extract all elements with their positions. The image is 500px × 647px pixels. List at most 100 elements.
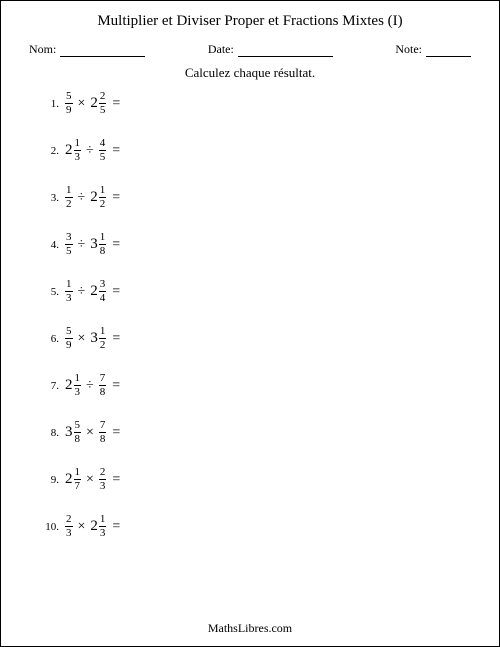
denominator: 7 [74, 481, 82, 492]
problem-number: 4. [37, 239, 65, 251]
fraction: 12 [99, 185, 107, 210]
problems-list: 1.59×225=2.213÷45=3.12÷212=4.35÷318=5.13… [29, 91, 471, 539]
denominator: 8 [99, 434, 107, 445]
denominator: 3 [65, 528, 73, 539]
problem-number: 5. [37, 286, 65, 298]
whole-part: 3 [90, 331, 98, 346]
operand-b: 78 [99, 373, 107, 398]
numerator: 2 [99, 91, 107, 102]
numerator: 3 [65, 232, 73, 243]
fraction: 13 [99, 514, 107, 539]
problem-row: 5.13÷234= [37, 279, 471, 304]
numerator: 1 [65, 185, 73, 196]
operand-a: 13 [65, 279, 73, 304]
problem-number: 8. [37, 427, 65, 439]
whole-part: 2 [90, 519, 98, 534]
meta-row: Nom: Date: Note: [29, 42, 471, 57]
operator: × [78, 519, 86, 535]
equals-sign: = [112, 331, 120, 347]
numerator: 2 [65, 514, 73, 525]
fraction: 78 [99, 420, 107, 445]
problem-number: 2. [37, 145, 65, 157]
numerator: 1 [99, 514, 107, 525]
instruction-text: Calculez chaque résultat. [29, 65, 471, 81]
operator: × [78, 331, 86, 347]
problem-row: 10.23×213= [37, 514, 471, 539]
fraction: 35 [65, 232, 73, 257]
operand-b: 23 [99, 467, 107, 492]
date-field: Date: [208, 42, 333, 57]
fraction: 78 [99, 373, 107, 398]
numerator: 3 [99, 279, 107, 290]
denominator: 3 [74, 387, 82, 398]
footer-text: MathsLibres.com [1, 621, 499, 636]
operand-a: 59 [65, 91, 73, 116]
numerator: 5 [74, 420, 82, 431]
operand-b: 23 4 [90, 279, 106, 304]
denominator: 3 [74, 152, 82, 163]
equals-sign: = [112, 237, 120, 253]
operand-b: 212 [90, 185, 106, 210]
denominator: 8 [99, 246, 107, 257]
problem-row: 1.59×225= [37, 91, 471, 116]
fraction: 17 [74, 467, 82, 492]
denominator: 9 [65, 340, 73, 351]
score-blank[interactable] [426, 43, 471, 57]
equals-sign: = [112, 378, 120, 394]
fraction: 59 [65, 326, 73, 351]
numerator: 4 [99, 138, 107, 149]
name-blank[interactable] [60, 43, 145, 57]
whole-part: 2 [90, 96, 98, 111]
operator: × [86, 472, 94, 488]
operand-a: 12 [65, 185, 73, 210]
operator: ÷ [86, 143, 94, 159]
whole-part: 2 [65, 472, 73, 487]
numerator: 7 [99, 420, 107, 431]
problem-number: 10. [37, 521, 65, 533]
denominator: 3 [65, 293, 73, 304]
date-blank[interactable] [238, 43, 333, 57]
denominator: 5 [99, 152, 107, 163]
denominator: 2 [65, 199, 73, 210]
denominator: 4 [99, 293, 107, 304]
equals-sign: = [112, 143, 120, 159]
operand-a: 59 [65, 326, 73, 351]
fraction: 12 [99, 326, 107, 351]
operand-a: 35 8 [65, 420, 81, 445]
operator: ÷ [78, 284, 86, 300]
whole-part: 3 [90, 237, 98, 252]
fraction: 45 [99, 138, 107, 163]
numerator: 1 [74, 373, 82, 384]
denominator: 9 [65, 105, 73, 116]
equals-sign: = [112, 519, 120, 535]
denominator: 3 [99, 481, 107, 492]
operator: ÷ [78, 190, 86, 206]
whole-part: 2 [65, 378, 73, 393]
denominator: 5 [99, 105, 107, 116]
operand-a: 213 [65, 138, 81, 163]
problem-row: 3.12÷212= [37, 185, 471, 210]
denominator: 8 [74, 434, 82, 445]
denominator: 8 [99, 387, 107, 398]
problem-row: 6.59×312= [37, 326, 471, 351]
operator: ÷ [86, 378, 94, 394]
whole-part: 3 [65, 425, 73, 440]
whole-part: 2 [65, 143, 73, 158]
problem-number: 6. [37, 333, 65, 345]
numerator: 1 [99, 185, 107, 196]
operator: × [78, 96, 86, 112]
page-title: Multiplier et Diviser Proper et Fraction… [29, 13, 471, 30]
problem-number: 9. [37, 474, 65, 486]
fraction: 18 [99, 232, 107, 257]
operand-a: 217 [65, 467, 81, 492]
fraction: 23 [99, 467, 107, 492]
operand-b: 45 [99, 138, 107, 163]
numerator: 5 [65, 326, 73, 337]
name-label: Nom: [29, 42, 56, 57]
operand-b: 318 [90, 232, 106, 257]
whole-part: 2 [90, 284, 98, 299]
numerator: 1 [99, 326, 107, 337]
problem-number: 7. [37, 380, 65, 392]
numerator: 1 [99, 232, 107, 243]
operand-b: 225 [90, 91, 106, 116]
